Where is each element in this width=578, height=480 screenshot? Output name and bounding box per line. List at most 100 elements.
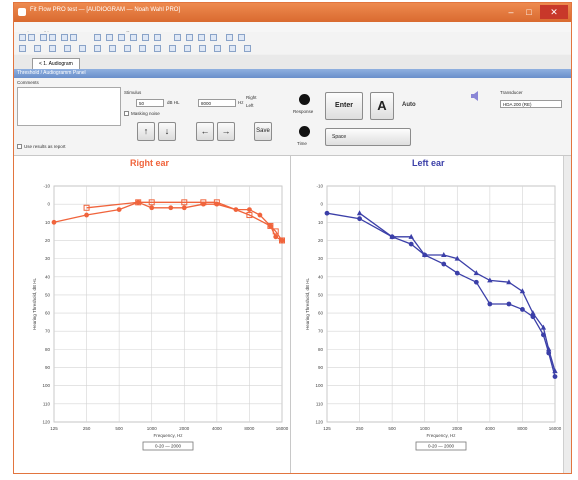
cut-icon[interactable] [94,34,101,41]
frequency-unit: Hz [238,100,244,105]
settings-icon[interactable] [210,34,217,41]
data-point-triangle [487,277,493,283]
fit-icon[interactable] [226,34,233,41]
data-point-square [83,204,90,211]
space-button[interactable]: Space [325,128,411,146]
wizard-icon[interactable] [199,45,206,52]
right-radio[interactable]: Right [246,95,257,100]
paste-icon[interactable] [118,34,125,41]
data-point-circle [357,216,362,222]
level-down-button[interactable]: ↓ [158,122,176,141]
rem-icon[interactable] [109,45,116,52]
data-point-triangle [519,288,526,294]
zoom-icon[interactable] [154,34,161,41]
transducer-select[interactable]: HDA 200 (RE) [500,100,562,108]
database-icon[interactable] [214,45,221,52]
tymp-icon[interactable] [49,45,56,52]
patient-icon[interactable] [61,34,68,41]
options-icon[interactable] [169,45,176,52]
speech-icon[interactable] [34,45,41,52]
hit-icon[interactable] [124,45,131,52]
window-title: Fit Flow PRO test — [AUDIOGRAM — Noah Wa… [30,7,181,13]
data-point-circle [116,207,122,212]
info-icon[interactable] [238,34,245,41]
abr-icon[interactable] [94,45,101,52]
panel-title: Threshold / Audiogramm Panel [17,70,86,76]
report-icon[interactable] [154,45,161,52]
y-tick-label: 0 [320,202,323,207]
x-tick-label: 125 [323,426,331,431]
range-button [142,441,194,451]
reflex-icon[interactable] [64,45,71,52]
tools-icon[interactable] [184,45,191,52]
print-icon[interactable] [49,34,56,41]
data-point-triangle [506,279,512,285]
minimize-button[interactable]: – [508,7,514,17]
chart-icon[interactable] [174,34,181,41]
data-point-circle [408,241,414,247]
test-icon[interactable] [70,34,77,41]
y-tick-label: 60 [318,311,324,316]
level-up-button[interactable]: ↑ [137,122,155,141]
level-field[interactable]: 50 [136,99,164,107]
data-point-square [200,199,207,206]
x-tick-label: 8000 [244,426,255,431]
new-icon[interactable] [19,34,26,41]
comments-textarea[interactable] [17,87,121,126]
y-tick-label: 90 [45,365,51,370]
auto-a-button[interactable]: A [370,92,394,120]
close-button[interactable]: ✕ [540,5,568,19]
help-icon[interactable] [244,45,251,52]
title-bar[interactable]: Fit Flow PRO test — [AUDIOGRAM — Noah Wa… [14,3,571,22]
data-point-circle [200,201,206,207]
x-tick-label: 250 [83,426,91,431]
report-checkbox[interactable] [17,144,22,149]
y-tick-label: 20 [318,238,324,243]
masking-checkbox[interactable] [124,111,129,116]
data-point-circle [454,270,460,276]
frequency-select[interactable]: 8000 [198,99,236,107]
data-point-circle [506,301,512,307]
x-axis-label: Frequency, Hz [154,433,184,438]
series-line [359,212,556,372]
maximize-button[interactable]: □ [526,7,532,17]
left-radio[interactable]: Left [246,103,254,108]
y-tick-label: 20 [45,238,51,243]
save-icon[interactable] [40,34,47,41]
x-tick-label: 1000 [420,426,431,431]
redo-icon[interactable] [142,34,149,41]
audiogram-area: Right ear Left ear 125 250 500 1000 2000 4000… [14,155,571,474]
data-point-circle [487,301,493,307]
data-point-circle [552,374,558,380]
copy-icon[interactable] [106,34,113,41]
x-tick-label: 4000 [212,426,223,431]
data-point-square [267,222,274,229]
chart-divider [290,156,291,473]
right-ear-audiogram[interactable]: 125 250 500 1000 2000 4000 8000 16000 -10 0 10 20 30… [14,170,290,474]
speaker-icon[interactable] [470,90,480,102]
data-point-circle [247,207,252,212]
y-tick-label: 50 [45,292,51,297]
store-button[interactable]: Save [254,122,272,141]
frequency-down-button[interactable]: ← [196,122,214,141]
data-point-square [246,212,253,219]
y-tick-label: 80 [45,347,51,352]
vertical-scrollbar[interactable] [563,156,571,473]
data-point-circle [441,261,447,267]
undo-icon[interactable] [130,34,137,41]
range-button-label: 0-20 — 2000 [428,444,455,449]
export-icon[interactable] [229,45,236,52]
y-tick-label: 100 [42,383,50,388]
table-icon[interactable] [186,34,193,41]
frequency-up-button[interactable]: → [217,122,235,141]
oae-icon[interactable] [79,45,86,52]
enter-button[interactable]: Enter [325,92,363,120]
monitor-icon[interactable] [198,34,205,41]
open-icon[interactable] [28,34,35,41]
tab-audiogram[interactable]: < 1. Audiogram [32,58,80,69]
counsel-icon[interactable] [139,45,146,52]
audiogram-icon[interactable] [19,45,26,52]
plot-area [326,185,556,423]
data-point-circle [520,307,525,312]
left-ear-audiogram[interactable]: 125 250 500 1000 2000 4000 8000 16000 -10 0 10 20 30… [291,170,563,474]
